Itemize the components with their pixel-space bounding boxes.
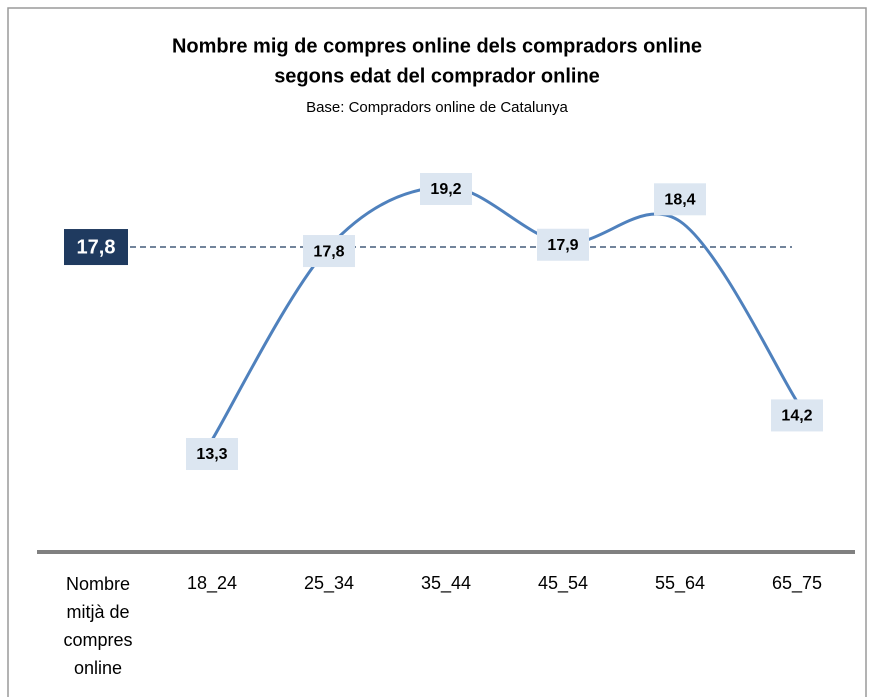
data-label: 19,2 xyxy=(430,181,461,198)
chart-title: segons edat del comprador online xyxy=(274,65,600,87)
x-axis-label: Nombre mitjà de compres online xyxy=(63,574,133,678)
x-tick-label: 55_64 xyxy=(655,573,705,594)
data-label: 14,2 xyxy=(781,408,812,425)
data-label-box xyxy=(303,235,355,268)
data-label: 13,3 xyxy=(196,446,227,463)
x-tick-label: 35_44 xyxy=(421,573,471,594)
x-tick-label: 45_54 xyxy=(538,573,588,594)
x-tick-label: 25_34 xyxy=(304,573,354,594)
data-label: 18,4 xyxy=(664,192,695,209)
data-label-box xyxy=(537,228,589,261)
average-box xyxy=(64,229,128,266)
frame xyxy=(7,7,867,697)
data-label-box xyxy=(420,173,472,205)
x-tick-label: 65_75 xyxy=(772,573,822,594)
data-label-box xyxy=(186,438,238,470)
line xyxy=(210,185,799,441)
x-tick-label: 18_24 xyxy=(187,573,237,594)
data-label: 17,8 xyxy=(313,243,344,260)
data-label: 17,9 xyxy=(547,237,578,254)
data-label-box xyxy=(771,399,823,432)
chart-subtitle: Base: Compradors online de Catalunya xyxy=(306,99,568,116)
average-label: 17,8 xyxy=(77,236,116,258)
data-label-box xyxy=(654,183,706,216)
chart-title: Nombre mig de compres online dels compra… xyxy=(172,35,702,57)
